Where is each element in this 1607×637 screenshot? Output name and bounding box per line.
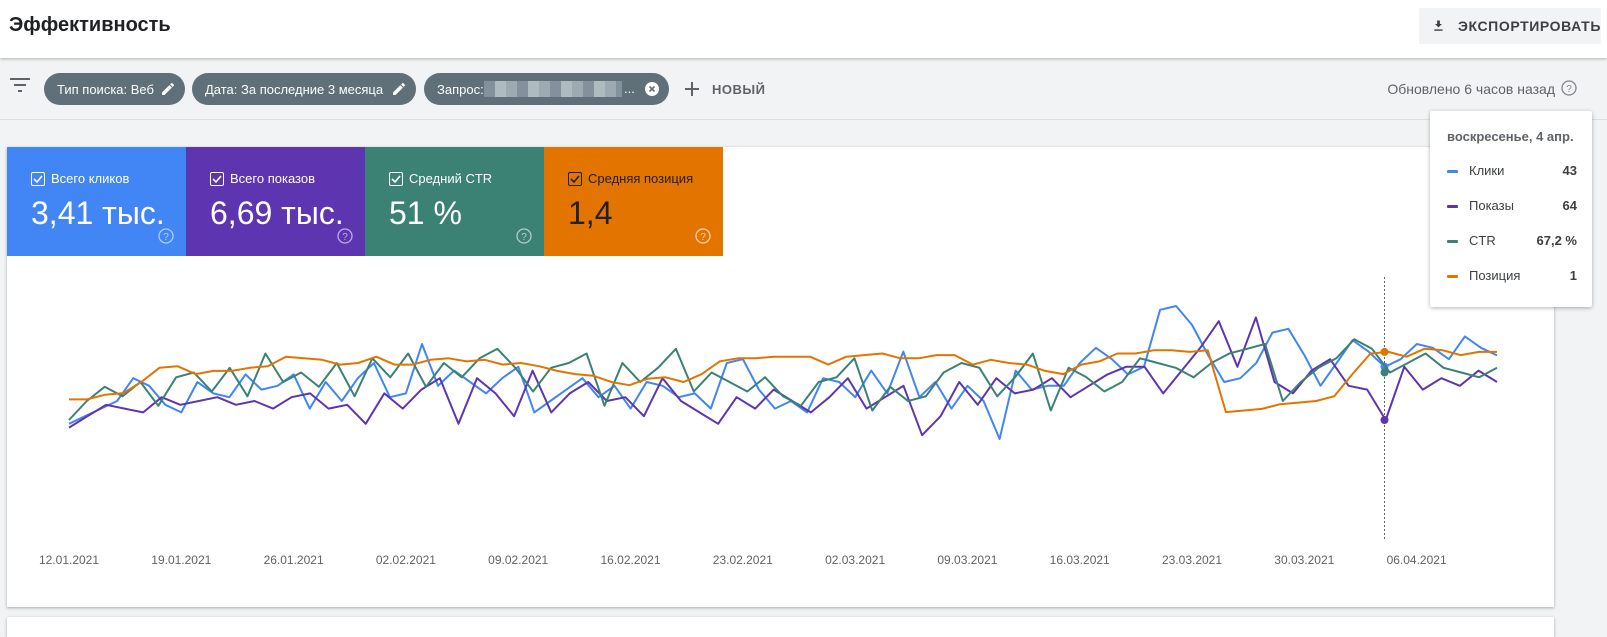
- export-button[interactable]: ЭКСПОРТИРОВАТЬ: [1419, 8, 1601, 44]
- x-tick-label: 02.02.2021: [376, 553, 436, 567]
- metric-label: Всего показов: [230, 171, 315, 186]
- performance-card: Всего кликов 3,41 тыс. ? Всего показов 6…: [7, 111, 1592, 607]
- page-title: Эффективность: [9, 14, 171, 36]
- tooltip-date: воскресенье, 4 апр.: [1447, 129, 1574, 144]
- series-line-Показы[interactable]: [68, 316, 1498, 437]
- metric-label: Всего кликов: [51, 171, 130, 186]
- x-tick-label: 23.02.2021: [713, 553, 773, 567]
- filter-chip-search-type[interactable]: Тип поиска: Веб: [44, 73, 185, 105]
- chip-suffix: ...: [624, 81, 635, 96]
- chip-label: Дата: За последние 3 месяца: [205, 81, 384, 97]
- x-tick-label: 06.04.2021: [1387, 553, 1447, 567]
- tooltip-series-value: 43: [1562, 163, 1577, 178]
- svg-text:?: ?: [342, 232, 348, 243]
- metric-value: 3,41 тыс.: [31, 195, 165, 231]
- tooltip-row-clicks: Клики 43: [1447, 163, 1577, 183]
- new-filter-button[interactable]: НОВЫЙ: [684, 74, 765, 104]
- tooltip-series-value: 64: [1562, 198, 1577, 213]
- help-icon[interactable]: ?: [1561, 80, 1577, 96]
- chart-tooltip: воскресенье, 4 апр. Клики 43 Показы 64 C…: [1430, 111, 1592, 307]
- checkbox-checked-icon[interactable]: [210, 172, 224, 186]
- x-tick-label: 30.03.2021: [1274, 553, 1334, 567]
- tooltip-row-position: Позиция 1: [1447, 268, 1577, 288]
- download-icon: [1434, 20, 1443, 31]
- svg-text:?: ?: [163, 232, 169, 243]
- filter-chip-query[interactable]: Запрос: ...: [424, 73, 669, 105]
- x-tick-label: 09.02.2021: [488, 553, 548, 567]
- metric-label: Средний CTR: [409, 171, 493, 186]
- chip-label: Запрос:: [437, 81, 484, 97]
- tooltip-series-name: CTR: [1469, 233, 1496, 248]
- metric-average-position[interactable]: Средняя позиция 1,4 ?: [544, 147, 723, 256]
- tooltip-series-value: 67,2 %: [1536, 233, 1577, 248]
- tooltip-series-name: Клики: [1469, 163, 1505, 178]
- svg-text:?: ?: [1566, 84, 1572, 95]
- tooltip-series-value: 1: [1569, 268, 1577, 283]
- checkbox-checked-icon[interactable]: [568, 172, 582, 186]
- svg-text:?: ?: [700, 232, 706, 243]
- tooltip-row-impressions: Показы 64: [1447, 198, 1577, 218]
- help-icon[interactable]: ?: [516, 228, 532, 244]
- performance-chart[interactable]: 12.01.2021 19.01.2021 26.01.2021 02.02.2021…: [7, 147, 1554, 607]
- series-line-CTR[interactable]: [68, 338, 1498, 421]
- export-button-label: ЭКСПОРТИРОВАТЬ: [1457, 18, 1601, 34]
- metric-label: Средняя позиция: [588, 171, 694, 186]
- hover-point: [1380, 416, 1389, 424]
- help-icon[interactable]: ?: [695, 228, 711, 244]
- x-tick-label: 12.01.2021: [39, 553, 99, 567]
- x-tick-label: 16.03.2021: [1050, 553, 1110, 567]
- legend-swatch: [1447, 240, 1458, 243]
- filter-bar: Тип поиска: Веб Дата: За последние 3 мес…: [0, 58, 1607, 120]
- x-tick-label: 19.01.2021: [151, 553, 211, 567]
- tooltip-row-ctr: CTR 67,2 %: [1447, 233, 1577, 253]
- series-line-Клики[interactable]: [68, 305, 1498, 440]
- x-tick-label: 09.03.2021: [937, 553, 997, 567]
- redacted-query: [484, 81, 622, 97]
- tooltip-series-name: Показы: [1469, 198, 1514, 213]
- metric-total-clicks[interactable]: Всего кликов 3,41 тыс. ?: [7, 147, 186, 256]
- checkbox-checked-icon[interactable]: [389, 172, 403, 186]
- tooltip-series-name: Позиция: [1469, 268, 1521, 283]
- series-line-Позиция[interactable]: [69, 347, 1497, 414]
- metric-average-ctr[interactable]: Средний CTR 51 % ?: [365, 147, 544, 256]
- legend-swatch: [1447, 205, 1458, 208]
- x-tick-label: 16.02.2021: [600, 553, 660, 567]
- hover-point: [1380, 347, 1389, 356]
- svg-text:?: ?: [521, 232, 527, 243]
- filter-icon[interactable]: [10, 78, 30, 92]
- help-icon[interactable]: ?: [158, 228, 174, 244]
- edit-icon[interactable]: [160, 81, 176, 97]
- metric-value: 6,69 тыс.: [210, 195, 344, 231]
- plus-icon: [685, 82, 699, 96]
- x-tick-label: 26.01.2021: [264, 553, 324, 567]
- x-tick-label: 02.03.2021: [825, 553, 885, 567]
- help-icon[interactable]: ?: [337, 228, 353, 244]
- remove-icon[interactable]: [644, 81, 660, 97]
- metric-total-impressions[interactable]: Всего показов 6,69 тыс. ?: [186, 147, 365, 256]
- legend-swatch: [1447, 170, 1458, 173]
- page-header: Эффективность ЭКСПОРТИРОВАТЬ: [0, 0, 1607, 58]
- edit-icon[interactable]: [391, 81, 407, 97]
- metric-value: 1,4: [568, 195, 613, 231]
- x-tick-label: 23.03.2021: [1162, 553, 1222, 567]
- hover-point: [1380, 368, 1389, 377]
- legend-swatch: [1447, 275, 1458, 278]
- queries-card: [7, 617, 1554, 637]
- filter-chip-date[interactable]: Дата: За последние 3 месяца: [192, 73, 416, 105]
- new-filter-label: НОВЫЙ: [712, 81, 766, 97]
- chip-label: Тип поиска: Веб: [57, 81, 154, 97]
- checkbox-checked-icon[interactable]: [31, 172, 45, 186]
- metric-value: 51 %: [389, 195, 462, 231]
- last-updated-text: Обновлено 6 часов назад: [1387, 81, 1555, 97]
